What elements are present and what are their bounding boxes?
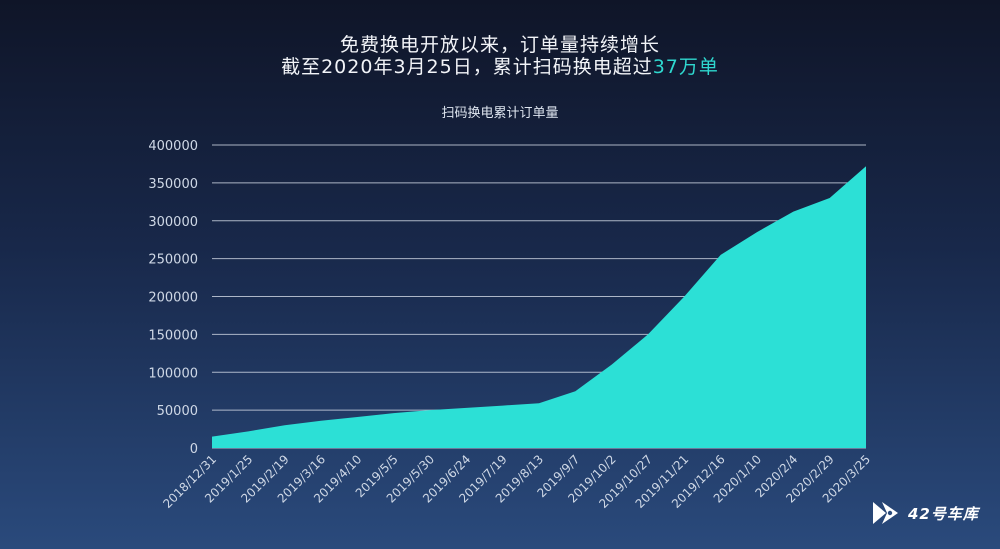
x-axis-ticks: 2018/12/312019/1/252019/2/192019/3/16201… [160, 452, 873, 511]
area-fill [212, 166, 866, 448]
y-tick-label: 50000 [157, 404, 198, 419]
y-tick-label: 200000 [148, 291, 198, 306]
headline-line-1: 免费换电开放以来，订单量持续增长 [339, 34, 660, 56]
y-tick-label: 350000 [148, 177, 198, 192]
y-axis-ticks: 400000 350000 300000 250000 200000 150000 1000… [148, 139, 198, 457]
y-tick-label: 300000 [148, 215, 198, 230]
y-tick-label: 100000 [148, 366, 198, 381]
y-tick-label: 150000 [148, 328, 198, 343]
y-tick-label: 0 [190, 442, 198, 457]
brand-logo: 42号车库 [870, 498, 979, 528]
headline-line-2: 截至2020年3月25日，累计扫码换电超过37万单 [0, 52, 1000, 79]
chart-title: 扫码换电累计订单量 [441, 106, 559, 121]
brand-text: 42号车库 [908, 504, 979, 523]
headline-line-2-prefix: 截至2020年3月25日，累计扫码换电超过 [281, 56, 653, 78]
area-series [211, 166, 867, 448]
y-tick-label: 250000 [148, 253, 198, 268]
play-logo-icon [873, 502, 898, 524]
headline-highlight-value: 37万单 [652, 56, 719, 78]
y-tick-label: 400000 [148, 139, 198, 154]
